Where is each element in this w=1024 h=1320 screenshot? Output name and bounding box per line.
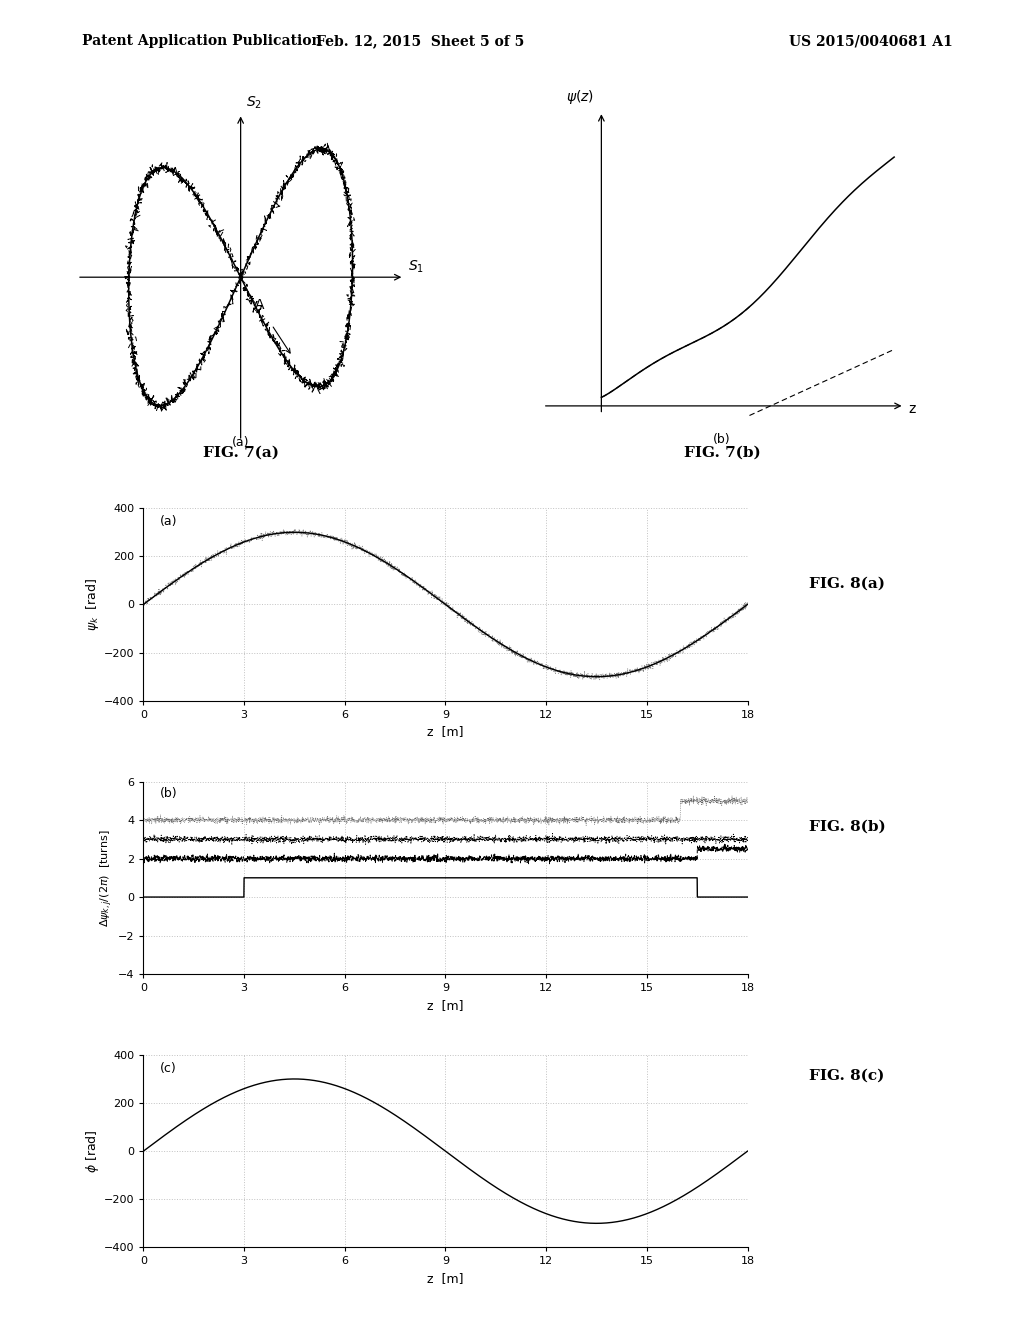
Text: FIG. 8(c): FIG. 8(c) — [809, 1069, 885, 1082]
Text: US 2015/0040681 A1: US 2015/0040681 A1 — [788, 34, 952, 49]
X-axis label: z  [m]: z [m] — [427, 725, 464, 738]
Text: A: A — [254, 298, 264, 312]
Text: FIG. 8(a): FIG. 8(a) — [809, 577, 885, 590]
X-axis label: z  [m]: z [m] — [427, 999, 464, 1011]
Text: FIG. 8(b): FIG. 8(b) — [809, 820, 886, 833]
Text: FIG. 7(a): FIG. 7(a) — [203, 446, 279, 459]
Text: Patent Application Publication: Patent Application Publication — [82, 34, 322, 49]
Text: (b): (b) — [713, 433, 731, 446]
Text: (a): (a) — [160, 515, 177, 528]
Y-axis label: $\phi$ [rad]: $\phi$ [rad] — [84, 1130, 101, 1173]
Text: $\psi(z)$: $\psi(z)$ — [566, 87, 595, 106]
Text: Feb. 12, 2015  Sheet 5 of 5: Feb. 12, 2015 Sheet 5 of 5 — [315, 34, 524, 49]
Text: (c): (c) — [160, 1061, 177, 1074]
X-axis label: z  [m]: z [m] — [427, 1272, 464, 1284]
Text: (a): (a) — [231, 436, 250, 449]
Text: z: z — [908, 401, 915, 416]
Y-axis label: $\Delta\psi_{k,j}/(2\pi)$  [turns]: $\Delta\psi_{k,j}/(2\pi)$ [turns] — [98, 829, 115, 927]
Y-axis label: $\psi_k$  [rad]: $\psi_k$ [rad] — [84, 578, 101, 631]
Text: (b): (b) — [160, 787, 178, 800]
Text: FIG. 7(b): FIG. 7(b) — [684, 446, 760, 459]
Text: $S_1$: $S_1$ — [408, 259, 424, 275]
Text: $S_2$: $S_2$ — [246, 95, 262, 111]
